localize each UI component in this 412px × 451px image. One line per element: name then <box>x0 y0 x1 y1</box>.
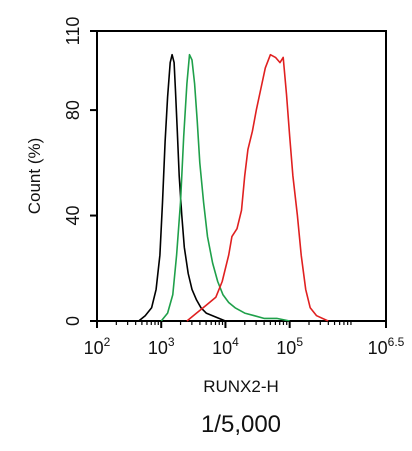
y-axis-ticks: 0 40 80 110 <box>63 17 97 326</box>
series-line-1 <box>138 53 226 322</box>
x-axis-ticks: 102 103 104 105 106.5 <box>84 321 405 358</box>
plot-frame <box>96 30 387 322</box>
x-tick-label: 102 <box>84 335 111 358</box>
y-tick-label: 110 <box>63 17 83 46</box>
y-tick-label: 0 <box>63 316 83 326</box>
x-tick-label: 104 <box>212 335 239 358</box>
y-tick-label: 80 <box>63 100 83 120</box>
series-line-3 <box>186 53 329 322</box>
y-tick-label: 40 <box>63 206 83 226</box>
series-line-2 <box>160 53 290 322</box>
x-tick-label: 103 <box>148 335 175 358</box>
x-axis-label: RUNX2-H <box>203 377 279 396</box>
x-tick-label: 106.5 <box>368 335 405 358</box>
x-tick-label: 105 <box>276 335 303 358</box>
series-layer <box>138 53 329 322</box>
dilution-caption: 1/5,000 <box>201 411 281 438</box>
y-axis-label: Count (%) <box>25 138 44 215</box>
